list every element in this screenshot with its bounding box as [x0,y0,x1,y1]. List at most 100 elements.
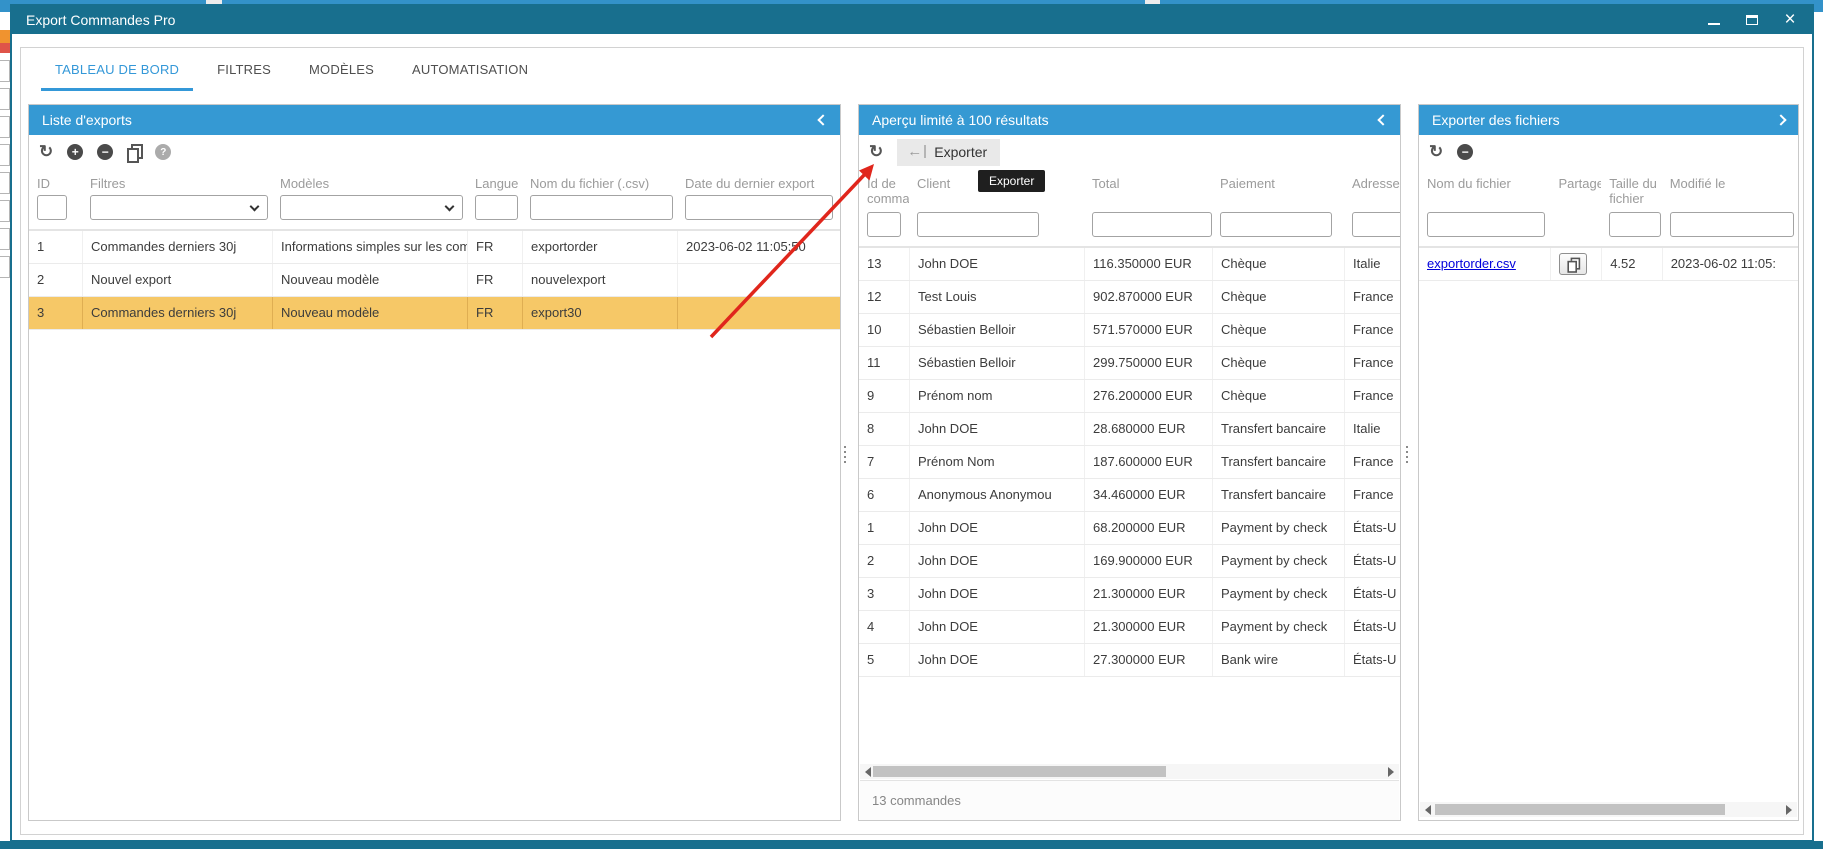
column-header-id-commande: Id de commande [867,176,909,206]
filter-modifie-input[interactable] [1669,212,1794,237]
filter-adresse-input[interactable] [1352,212,1400,237]
expand-panel-icon[interactable] [1775,114,1787,126]
export-button-label: Exporter [934,143,988,160]
remove-icon[interactable]: − [97,144,114,160]
cell-file-name: exportorder.csv [1419,248,1550,280]
cell-adresse: États-U [1344,545,1400,577]
scrollbar-thumb[interactable] [873,766,1166,777]
maximize-button[interactable] [1744,12,1760,28]
column-header-langue: Langue [475,176,519,191]
column-header-paiement: Paiement [1220,176,1275,191]
filter-date-input[interactable] [685,195,833,220]
cell-client: Sébastien Belloir [909,314,1084,346]
cell-filtres: Commandes derniers 30j [82,297,272,329]
cell-order-id: 10 [867,322,882,337]
copy-icon [1567,257,1581,273]
window-titlebar[interactable]: Export Commandes Pro × [12,6,1812,34]
export-row[interactable]: 2 Nouvel export Nouveau modèle FR nouvel… [29,264,840,297]
scroll-right-icon[interactable] [1786,805,1792,815]
cell-paiement: Payment by check [1212,578,1344,610]
filter-filtres-select[interactable] [90,195,268,220]
collapse-panel-icon[interactable] [1377,114,1389,126]
scroll-left-icon[interactable] [865,767,871,777]
tab-automatisation[interactable]: AUTOMATISATION [412,62,529,77]
add-icon[interactable]: + [67,144,84,160]
share-button[interactable] [1559,253,1588,275]
preview-horizontal-scrollbar[interactable] [860,764,1399,779]
file-row[interactable]: exportorder.csv 4.52 2023-06-02 11:05: [1419,248,1798,281]
order-row[interactable]: 10 Sébastien Belloir 571.570000 EUR Chèq… [859,314,1400,347]
refresh-icon[interactable]: ↻ [869,142,884,161]
column-header-filtres: Filtres [90,176,126,191]
cell-adresse: France [1344,347,1400,379]
filter-paiement-input[interactable] [1220,212,1332,237]
exports-panel-header: Liste d'exports [29,105,840,135]
scrollbar-thumb[interactable] [1435,804,1725,815]
filter-id-input[interactable] [37,195,67,220]
export-row[interactable]: 1 Commandes derniers 30j Informations si… [29,231,840,264]
order-row[interactable]: 9 Prénom nom 276.200000 EUR Chèque Franc… [859,380,1400,413]
panel-splitter-handle[interactable] [1405,446,1409,463]
column-header-total: Total [1092,176,1120,191]
tab-filtres[interactable]: FILTRES [217,62,272,77]
order-row[interactable]: 3 John DOE 21.300000 EUR Payment by chec… [859,578,1400,611]
filter-nom-fichier-input[interactable] [1427,212,1545,237]
order-row[interactable]: 12 Test Louis 902.870000 EUR Chèque Fran… [859,281,1400,314]
filter-id-commande-input[interactable] [867,212,901,237]
filter-total-input[interactable] [1092,212,1212,237]
order-row[interactable]: 6 Anonymous Anonymou 34.460000 EUR Trans… [859,479,1400,512]
order-row[interactable]: 8 John DOE 28.680000 EUR Transfert banca… [859,413,1400,446]
order-row[interactable]: 4 John DOE 21.300000 EUR Payment by chec… [859,611,1400,644]
cell-order-id: 4 [867,619,875,634]
scroll-left-icon[interactable] [1425,805,1431,815]
filter-client-input[interactable] [917,212,1039,237]
refresh-icon[interactable]: ↻ [1429,142,1444,161]
export-button[interactable]: ← Exporter [897,138,1001,166]
collapse-panel-icon[interactable] [817,114,829,126]
cell-total: 21.300000 EUR [1084,611,1212,643]
cell-client: Sébastien Belloir [909,347,1084,379]
order-row[interactable]: 2 John DOE 169.900000 EUR Payment by che… [859,545,1400,578]
export-arrow-icon: ← [907,144,927,159]
tab-tableau-de-bord[interactable]: TABLEAU DE BORD [41,48,194,91]
close-button[interactable]: × [1784,9,1796,30]
window-title: Export Commandes Pro [26,12,176,28]
export-row[interactable]: 3 Commandes derniers 30j Nouveau modèle … [29,297,840,330]
cell-total: 169.900000 EUR [1084,545,1212,577]
preview-toolbar: ↻ ← Exporter [859,135,1400,169]
cell-date: 2023-06-02 11:05:50 [677,231,837,263]
order-row[interactable]: 7 Prénom Nom 187.600000 EUR Transfert ba… [859,446,1400,479]
order-row[interactable]: 13 John DOE 116.350000 EUR Chèque Italie [859,248,1400,281]
files-horizontal-scrollbar[interactable] [1420,802,1797,817]
filter-fichier-input[interactable] [530,195,673,220]
cell-client: John DOE [909,611,1084,643]
scroll-right-icon[interactable] [1388,767,1394,777]
filter-taille-input[interactable] [1609,212,1662,237]
export-tooltip: Exporter [978,170,1046,192]
cell-total: 34.460000 EUR [1084,479,1212,511]
filter-modeles-select[interactable] [280,195,463,220]
file-link[interactable]: exportorder.csv [1427,256,1516,271]
cell-langue: FR [467,297,522,329]
minimize-button[interactable] [1706,12,1722,28]
window-controls: × [1706,9,1798,30]
refresh-icon[interactable]: ↻ [39,142,54,161]
duplicate-icon[interactable] [127,144,144,163]
tab-modeles[interactable]: MODÈLES [309,62,374,77]
order-row[interactable]: 11 Sébastien Belloir 299.750000 EUR Chèq… [859,347,1400,380]
help-icon[interactable]: ? [155,144,172,160]
filter-langue-input[interactable] [475,195,518,220]
cell-modeles: Informations simples sur les com [272,231,467,263]
order-row[interactable]: 5 John DOE 27.300000 EUR Bank wire États… [859,644,1400,677]
cell-langue: FR [467,231,522,263]
cell-total: 276.200000 EUR [1084,380,1212,412]
background-red-block [0,43,12,53]
files-panel: Exporter des fichiers ↻ − Nom du fichier… [1418,104,1799,821]
background-row-box [0,60,10,82]
panel-splitter-handle[interactable] [843,446,847,463]
order-row[interactable]: 1 John DOE 68.200000 EUR Payment by chec… [859,512,1400,545]
remove-icon[interactable]: − [1457,144,1474,160]
cell-adresse: France [1344,446,1400,478]
cell-total: 27.300000 EUR [1084,644,1212,676]
export-commandes-pro-window: Export Commandes Pro × TABLEAU DE BORD F… [10,4,1814,842]
